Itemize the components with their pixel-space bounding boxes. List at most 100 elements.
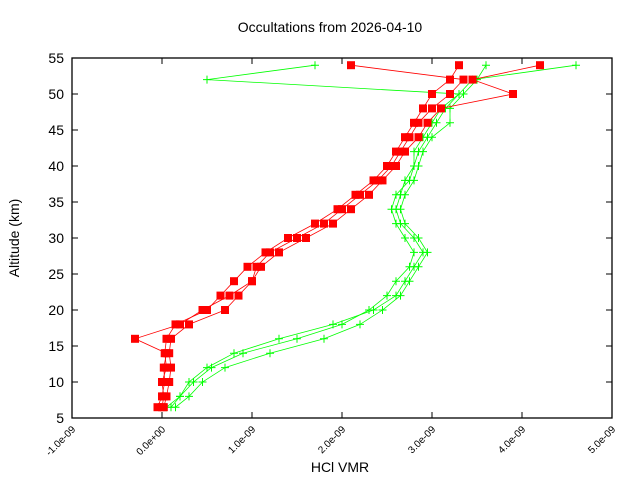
data-point-plus: [572, 61, 580, 70]
data-point-plus: [203, 75, 211, 84]
y-tick-label: 50: [48, 86, 64, 102]
data-point-plus: [446, 118, 454, 127]
data-point-plus: [410, 176, 418, 185]
data-point-square: [230, 277, 238, 286]
data-point-plus: [230, 349, 238, 358]
data-point-square: [459, 75, 468, 84]
data-point-square: [311, 219, 319, 228]
series-line: [175, 64, 487, 408]
data-point-square: [167, 363, 175, 372]
data-point-square: [419, 104, 427, 113]
data-point-square: [221, 306, 229, 314]
data-point-square: [185, 320, 193, 329]
data-point-plus: [293, 334, 301, 343]
data-point-square: [216, 291, 225, 300]
data-point-plus: [176, 392, 184, 401]
y-axis-label: Altitude (km): [6, 199, 22, 278]
data-point-square: [428, 104, 436, 113]
data-point-square: [347, 205, 355, 214]
y-tick-label: 5: [56, 410, 64, 426]
data-point-plus: [414, 147, 423, 156]
series-line: [166, 64, 577, 408]
data-point-square: [329, 219, 337, 228]
data-point-square: [225, 291, 234, 300]
data-point-square: [248, 277, 256, 286]
data-point-square: [159, 363, 168, 372]
data-point-square: [162, 392, 171, 401]
data-point-square: [374, 176, 382, 185]
data-point-square: [396, 147, 405, 156]
data-point-square: [198, 306, 207, 314]
data-point-plus: [185, 378, 193, 386]
data-point-plus: [171, 403, 180, 412]
x-axis-label: HCl VMR: [311, 459, 369, 475]
data-point-square: [162, 349, 171, 358]
data-point-square: [437, 104, 445, 113]
data-point-square: [159, 403, 168, 412]
data-point-square: [428, 90, 436, 98]
data-point-square: [234, 291, 243, 300]
data-point-square: [165, 378, 174, 386]
data-point-square: [261, 248, 270, 257]
data-point-plus: [410, 262, 418, 271]
data-point-plus: [311, 61, 319, 70]
series-red-1: [159, 61, 544, 412]
data-point-square: [446, 90, 454, 98]
data-point-square: [423, 118, 432, 127]
data-point-plus: [275, 334, 283, 343]
data-point-square: [401, 133, 409, 142]
data-point-square: [171, 320, 180, 329]
data-point-square: [414, 133, 423, 142]
series-line: [163, 64, 541, 408]
series-red-2: [131, 61, 468, 412]
data-point-square: [320, 219, 328, 228]
x-tick-label: 4.0e-09: [496, 424, 528, 456]
chart-title: Occultations from 2026-04-10: [238, 19, 423, 35]
data-point-square: [302, 234, 310, 242]
y-tick-label: 40: [48, 158, 64, 174]
x-tick-label: 1.0e-09: [226, 424, 258, 456]
data-point-plus: [410, 162, 418, 170]
data-point-square: [347, 61, 355, 70]
data-point-plus: [198, 378, 207, 386]
data-point-square: [243, 262, 252, 271]
data-point-square: [410, 118, 418, 127]
data-point-square: [160, 378, 169, 386]
y-tick-label: 30: [48, 230, 64, 246]
data-point-plus: [432, 118, 441, 127]
data-point-plus: [266, 349, 274, 358]
y-tick-label: 20: [48, 302, 64, 318]
data-point-square: [414, 118, 423, 127]
data-point-square: [153, 403, 162, 412]
x-tick-label: 5.0e-09: [586, 424, 618, 456]
data-point-square: [365, 190, 373, 199]
data-point-plus: [338, 320, 346, 329]
data-point-plus: [185, 392, 193, 401]
data-point-plus: [320, 334, 328, 343]
data-point-square: [284, 234, 292, 242]
data-point-square: [266, 248, 274, 257]
series-green-5: [162, 61, 580, 412]
data-point-plus: [423, 133, 432, 142]
data-point-plus: [455, 90, 463, 98]
data-point-square: [392, 147, 400, 156]
data-point-square: [275, 248, 283, 257]
x-tick-label: 3.0e-09: [406, 424, 438, 456]
data-point-square: [176, 320, 184, 329]
data-point-plus: [392, 277, 400, 286]
x-tick-label: -1.0e-09: [44, 424, 78, 458]
data-point-square: [356, 190, 364, 199]
data-point-square: [383, 162, 391, 170]
y-tick-label: 25: [48, 266, 64, 282]
axes: -1.0e-09 0.0e+00 1.0e-09 2.0e-09 3.0e-09 4.0e…: [44, 50, 618, 458]
data-point-plus: [356, 320, 364, 329]
data-point-square: [536, 61, 544, 70]
data-point-square: [203, 306, 211, 314]
series-line: [170, 64, 461, 408]
data-point-plus: [401, 277, 409, 286]
x-tick-label: 2.0e-09: [316, 424, 348, 456]
data-point-square: [158, 392, 166, 401]
data-point-plus: [401, 176, 409, 185]
data-point-plus: [221, 363, 229, 372]
